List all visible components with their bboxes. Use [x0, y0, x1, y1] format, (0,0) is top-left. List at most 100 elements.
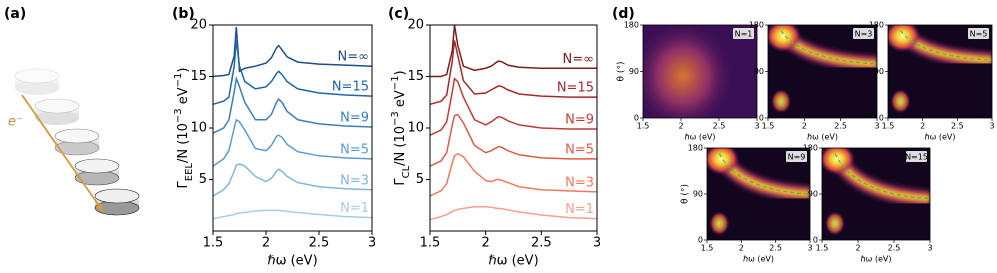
- y-tick-label: 15: [407, 69, 424, 84]
- panel-label: N=3: [855, 30, 873, 39]
- x-tick-label: 2.5: [713, 122, 726, 131]
- y-axis-label-part: eV: [176, 87, 191, 108]
- y-tick-label: 20: [190, 18, 207, 33]
- y-axis-label-part: −3: [390, 111, 401, 126]
- y-axis-label-part: ): [393, 70, 408, 75]
- panel-tag: (b): [172, 6, 195, 22]
- dispersion: [780, 30, 877, 65]
- y-tick-label: 90: [693, 190, 703, 199]
- y-tick-label: 0: [879, 114, 884, 123]
- y-tick-label: 180: [624, 21, 639, 30]
- y-tick-label: 0: [759, 114, 764, 123]
- curve: [212, 27, 373, 78]
- panel-badge: [906, 151, 927, 162]
- x-tick-label: 1.5: [203, 236, 224, 251]
- y-axis-label-part: −1: [390, 75, 401, 90]
- curve: [429, 113, 597, 167]
- y-tick-label: 180: [688, 144, 703, 153]
- x-tick-label: 1.5: [816, 244, 829, 253]
- x-tick-label: 2: [262, 236, 270, 251]
- x-axis-label: ℏω (eV): [685, 133, 716, 142]
- hot-spot: [707, 148, 740, 176]
- x-tick-label: 2: [678, 122, 683, 131]
- y-tick-label: 180: [749, 21, 764, 30]
- x-axis-label: ℏω (eV): [807, 133, 838, 142]
- series-label: N=∞: [338, 50, 369, 65]
- y-tick-label: 5: [199, 172, 207, 187]
- hot-spot: [709, 211, 730, 236]
- y-axis-label-part: −1: [173, 73, 184, 88]
- x-tick-label: 1.5: [420, 236, 441, 251]
- y-tick-label: 0: [634, 114, 639, 123]
- panel-badge: [853, 28, 874, 39]
- hot-spot: [824, 211, 845, 236]
- x-axis-label: ℏω (eV): [488, 254, 538, 269]
- x-axis-label: ℏω (eV): [861, 255, 892, 264]
- y-axis-label-part: CL: [401, 165, 412, 178]
- series-label: N=3: [565, 175, 594, 190]
- panel-badge: [968, 28, 989, 39]
- x-tick-label: 2: [802, 122, 807, 131]
- curve: [212, 75, 373, 134]
- y-tick-label: 0: [813, 236, 818, 245]
- y-axis-label-part: /N (10: [176, 123, 191, 163]
- x-axis-label: ℏω (eV): [925, 133, 956, 142]
- x-axis-label: ℏω (eV): [743, 255, 774, 264]
- dispersion: [899, 30, 992, 61]
- series-label: N=5: [340, 142, 369, 157]
- y-tick-label: 90: [808, 190, 818, 199]
- panel-label: N=9: [788, 153, 806, 162]
- panel-badge: [733, 28, 754, 39]
- x-tick-label: 2: [482, 236, 490, 251]
- series-label: N=9: [565, 113, 594, 128]
- curve: [430, 24, 597, 78]
- y-axis-label-part: −3: [173, 108, 184, 123]
- x-tick-label: 1.5: [882, 122, 895, 131]
- panel-tag: (d): [612, 6, 635, 22]
- hot-spot: [771, 89, 792, 114]
- x-tick-label: 3: [927, 244, 932, 253]
- x-tick-label: 2.5: [888, 244, 901, 253]
- curve: [212, 118, 373, 167]
- x-tick-label: 3: [807, 244, 812, 253]
- x-tick-label: 3: [368, 236, 376, 251]
- x-tick-label: 1.5: [762, 122, 775, 131]
- dispersion: [834, 153, 930, 200]
- y-tick-label: 90: [874, 67, 884, 76]
- x-tick-label: 2: [855, 244, 860, 253]
- y-tick-label: 10: [190, 121, 207, 136]
- curve: [429, 206, 598, 221]
- series-label: N=5: [565, 142, 594, 157]
- panel-label: N=5: [970, 30, 988, 39]
- y-tick-label: 5: [416, 172, 424, 187]
- x-tick-label: 1.5: [701, 244, 714, 253]
- x-tick-label: 2.5: [769, 244, 782, 253]
- x-tick-label: 2.5: [309, 236, 330, 251]
- series-label: N=9: [340, 110, 369, 125]
- series-label: N=∞: [563, 52, 594, 67]
- y-axis-label-part: eV: [393, 90, 408, 111]
- x-tick-label: 2.5: [834, 122, 847, 131]
- x-tick-label: 3: [593, 236, 601, 251]
- panel-badge: [786, 151, 807, 162]
- y-axis-label: ΓCL/N (10−3 eV−1): [390, 70, 412, 185]
- curve: [429, 152, 598, 197]
- curve: [212, 209, 373, 220]
- panel-label: N=1: [735, 30, 753, 39]
- series-label: N=1: [565, 202, 594, 217]
- y-tick-label: 180: [869, 21, 884, 30]
- heatmap-image: [707, 148, 810, 240]
- panel-label: N=15: [905, 153, 928, 162]
- heatmap-image: [768, 25, 877, 118]
- y-tick-label: 10: [407, 121, 424, 136]
- hot-spot: [888, 25, 921, 53]
- heatmap-panel: N=1 1.5 2 2.5 3 0 90 180 ℏω (eV) θ (°): [617, 21, 760, 142]
- y-tick-label: 90: [754, 67, 764, 76]
- series-label: N=1: [340, 201, 369, 216]
- curve: [429, 40, 597, 106]
- panel-tag: (a): [4, 6, 26, 22]
- y-axis-label-part: ): [176, 68, 191, 73]
- electron-label: e⁻: [8, 115, 23, 130]
